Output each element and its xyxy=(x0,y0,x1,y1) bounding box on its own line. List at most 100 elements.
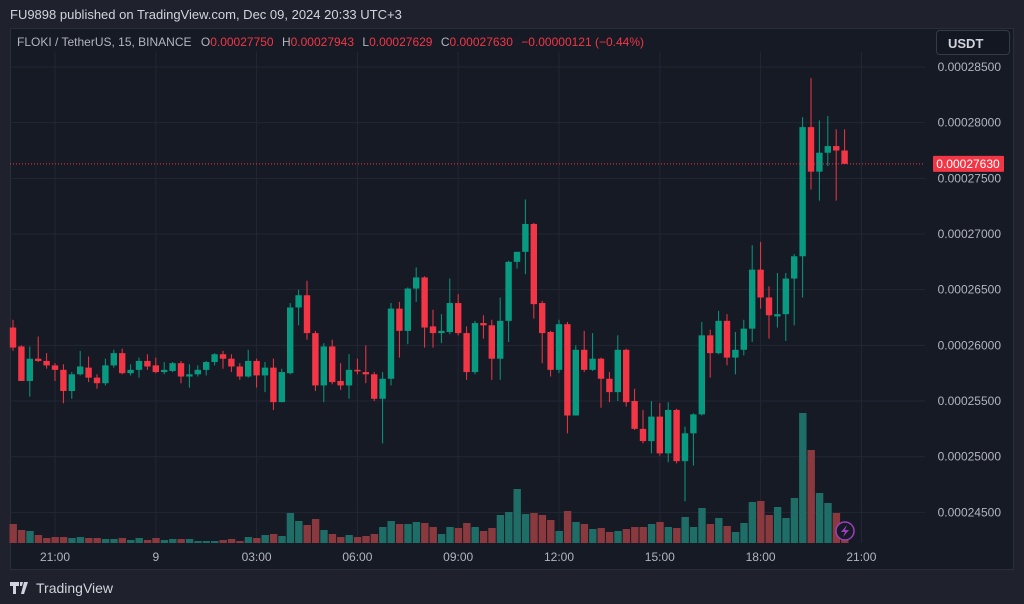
candle[interactable] xyxy=(186,364,193,388)
candle[interactable] xyxy=(320,343,327,403)
candle[interactable] xyxy=(102,358,109,386)
candle[interactable] xyxy=(639,409,647,444)
candle[interactable] xyxy=(824,115,831,167)
candle[interactable] xyxy=(362,345,369,384)
candle[interactable] xyxy=(245,349,252,378)
candle[interactable] xyxy=(144,354,151,370)
candle[interactable] xyxy=(261,362,269,393)
candle[interactable] xyxy=(530,222,537,319)
candle[interactable] xyxy=(303,280,311,340)
candle[interactable] xyxy=(463,326,470,380)
candle[interactable] xyxy=(715,310,722,355)
candle[interactable] xyxy=(194,365,201,377)
candle[interactable] xyxy=(757,241,764,309)
candle[interactable] xyxy=(270,358,277,410)
candle[interactable] xyxy=(85,356,92,383)
candle[interactable] xyxy=(219,350,227,369)
candle[interactable] xyxy=(690,413,697,466)
candle[interactable] xyxy=(110,349,117,368)
candle[interactable] xyxy=(413,267,420,302)
candle[interactable] xyxy=(9,319,17,351)
candle[interactable] xyxy=(278,368,285,403)
candle[interactable] xyxy=(665,402,672,463)
candle[interactable] xyxy=(791,254,798,326)
candle[interactable] xyxy=(648,401,655,454)
candle[interactable] xyxy=(488,319,495,380)
candle[interactable] xyxy=(673,408,680,464)
candle[interactable] xyxy=(572,345,579,416)
candle[interactable] xyxy=(152,357,159,374)
candle[interactable] xyxy=(589,333,596,371)
candle[interactable] xyxy=(211,353,218,366)
tradingview-logo[interactable]: TradingView xyxy=(10,580,113,596)
candle[interactable] xyxy=(782,272,789,341)
candle[interactable] xyxy=(606,372,613,403)
candle[interactable] xyxy=(51,363,59,381)
currency-button[interactable]: USDT xyxy=(936,30,1010,55)
candle[interactable] xyxy=(774,272,781,328)
candle[interactable] xyxy=(581,330,588,373)
candle[interactable] xyxy=(799,117,806,298)
candle[interactable] xyxy=(732,331,739,375)
candle[interactable] xyxy=(312,330,319,391)
candle[interactable] xyxy=(749,245,756,343)
alert-icon[interactable] xyxy=(835,521,855,541)
candle[interactable] xyxy=(287,303,294,375)
candle[interactable] xyxy=(841,129,848,164)
candle[interactable] xyxy=(26,346,33,397)
candle[interactable] xyxy=(387,303,395,386)
candle[interactable] xyxy=(177,360,185,384)
symbol-title[interactable]: FLOKI / TetherUS, 15, BINANCE xyxy=(17,35,192,49)
candle[interactable] xyxy=(35,336,42,363)
candle[interactable] xyxy=(68,372,75,399)
candle[interactable] xyxy=(236,363,243,380)
candle[interactable] xyxy=(455,294,462,336)
candle[interactable] xyxy=(480,315,487,339)
candle[interactable] xyxy=(379,372,386,444)
candle[interactable] xyxy=(681,426,689,502)
candle[interactable] xyxy=(371,372,378,402)
candle[interactable] xyxy=(337,363,344,390)
candle[interactable] xyxy=(396,301,403,358)
candle[interactable] xyxy=(522,199,529,275)
candle[interactable] xyxy=(547,330,554,377)
candle[interactable] xyxy=(513,251,521,269)
candle[interactable] xyxy=(623,348,630,407)
candle[interactable] xyxy=(833,129,840,201)
candle[interactable] xyxy=(43,353,50,369)
candle[interactable] xyxy=(60,364,67,404)
candle[interactable] xyxy=(497,297,504,380)
candle[interactable] xyxy=(18,345,25,381)
candle[interactable] xyxy=(471,320,479,375)
candle[interactable] xyxy=(253,358,260,388)
candle[interactable] xyxy=(539,300,546,364)
candle[interactable] xyxy=(631,388,638,430)
candle[interactable] xyxy=(228,354,235,373)
candle[interactable] xyxy=(597,357,605,408)
candle[interactable] xyxy=(656,403,663,456)
candle[interactable] xyxy=(564,321,571,434)
candle[interactable] xyxy=(295,289,302,326)
candle[interactable] xyxy=(723,314,731,366)
candle[interactable] xyxy=(354,358,361,375)
chart-panel[interactable] xyxy=(10,28,1014,570)
candle[interactable] xyxy=(438,314,445,344)
candle[interactable] xyxy=(119,348,126,375)
candle[interactable] xyxy=(765,286,773,339)
candle[interactable] xyxy=(345,354,353,399)
candle[interactable] xyxy=(127,364,134,376)
candle[interactable] xyxy=(816,120,823,201)
candle[interactable] xyxy=(446,278,453,335)
candle[interactable] xyxy=(93,374,101,389)
candle[interactable] xyxy=(740,319,747,356)
candle[interactable] xyxy=(505,260,512,343)
candle[interactable] xyxy=(707,329,714,378)
candle[interactable] xyxy=(555,319,563,374)
candle[interactable] xyxy=(404,287,411,345)
candle[interactable] xyxy=(169,362,176,373)
candle[interactable] xyxy=(203,360,210,376)
candle[interactable] xyxy=(77,350,84,376)
candle[interactable] xyxy=(161,362,168,375)
candle[interactable] xyxy=(135,357,143,378)
